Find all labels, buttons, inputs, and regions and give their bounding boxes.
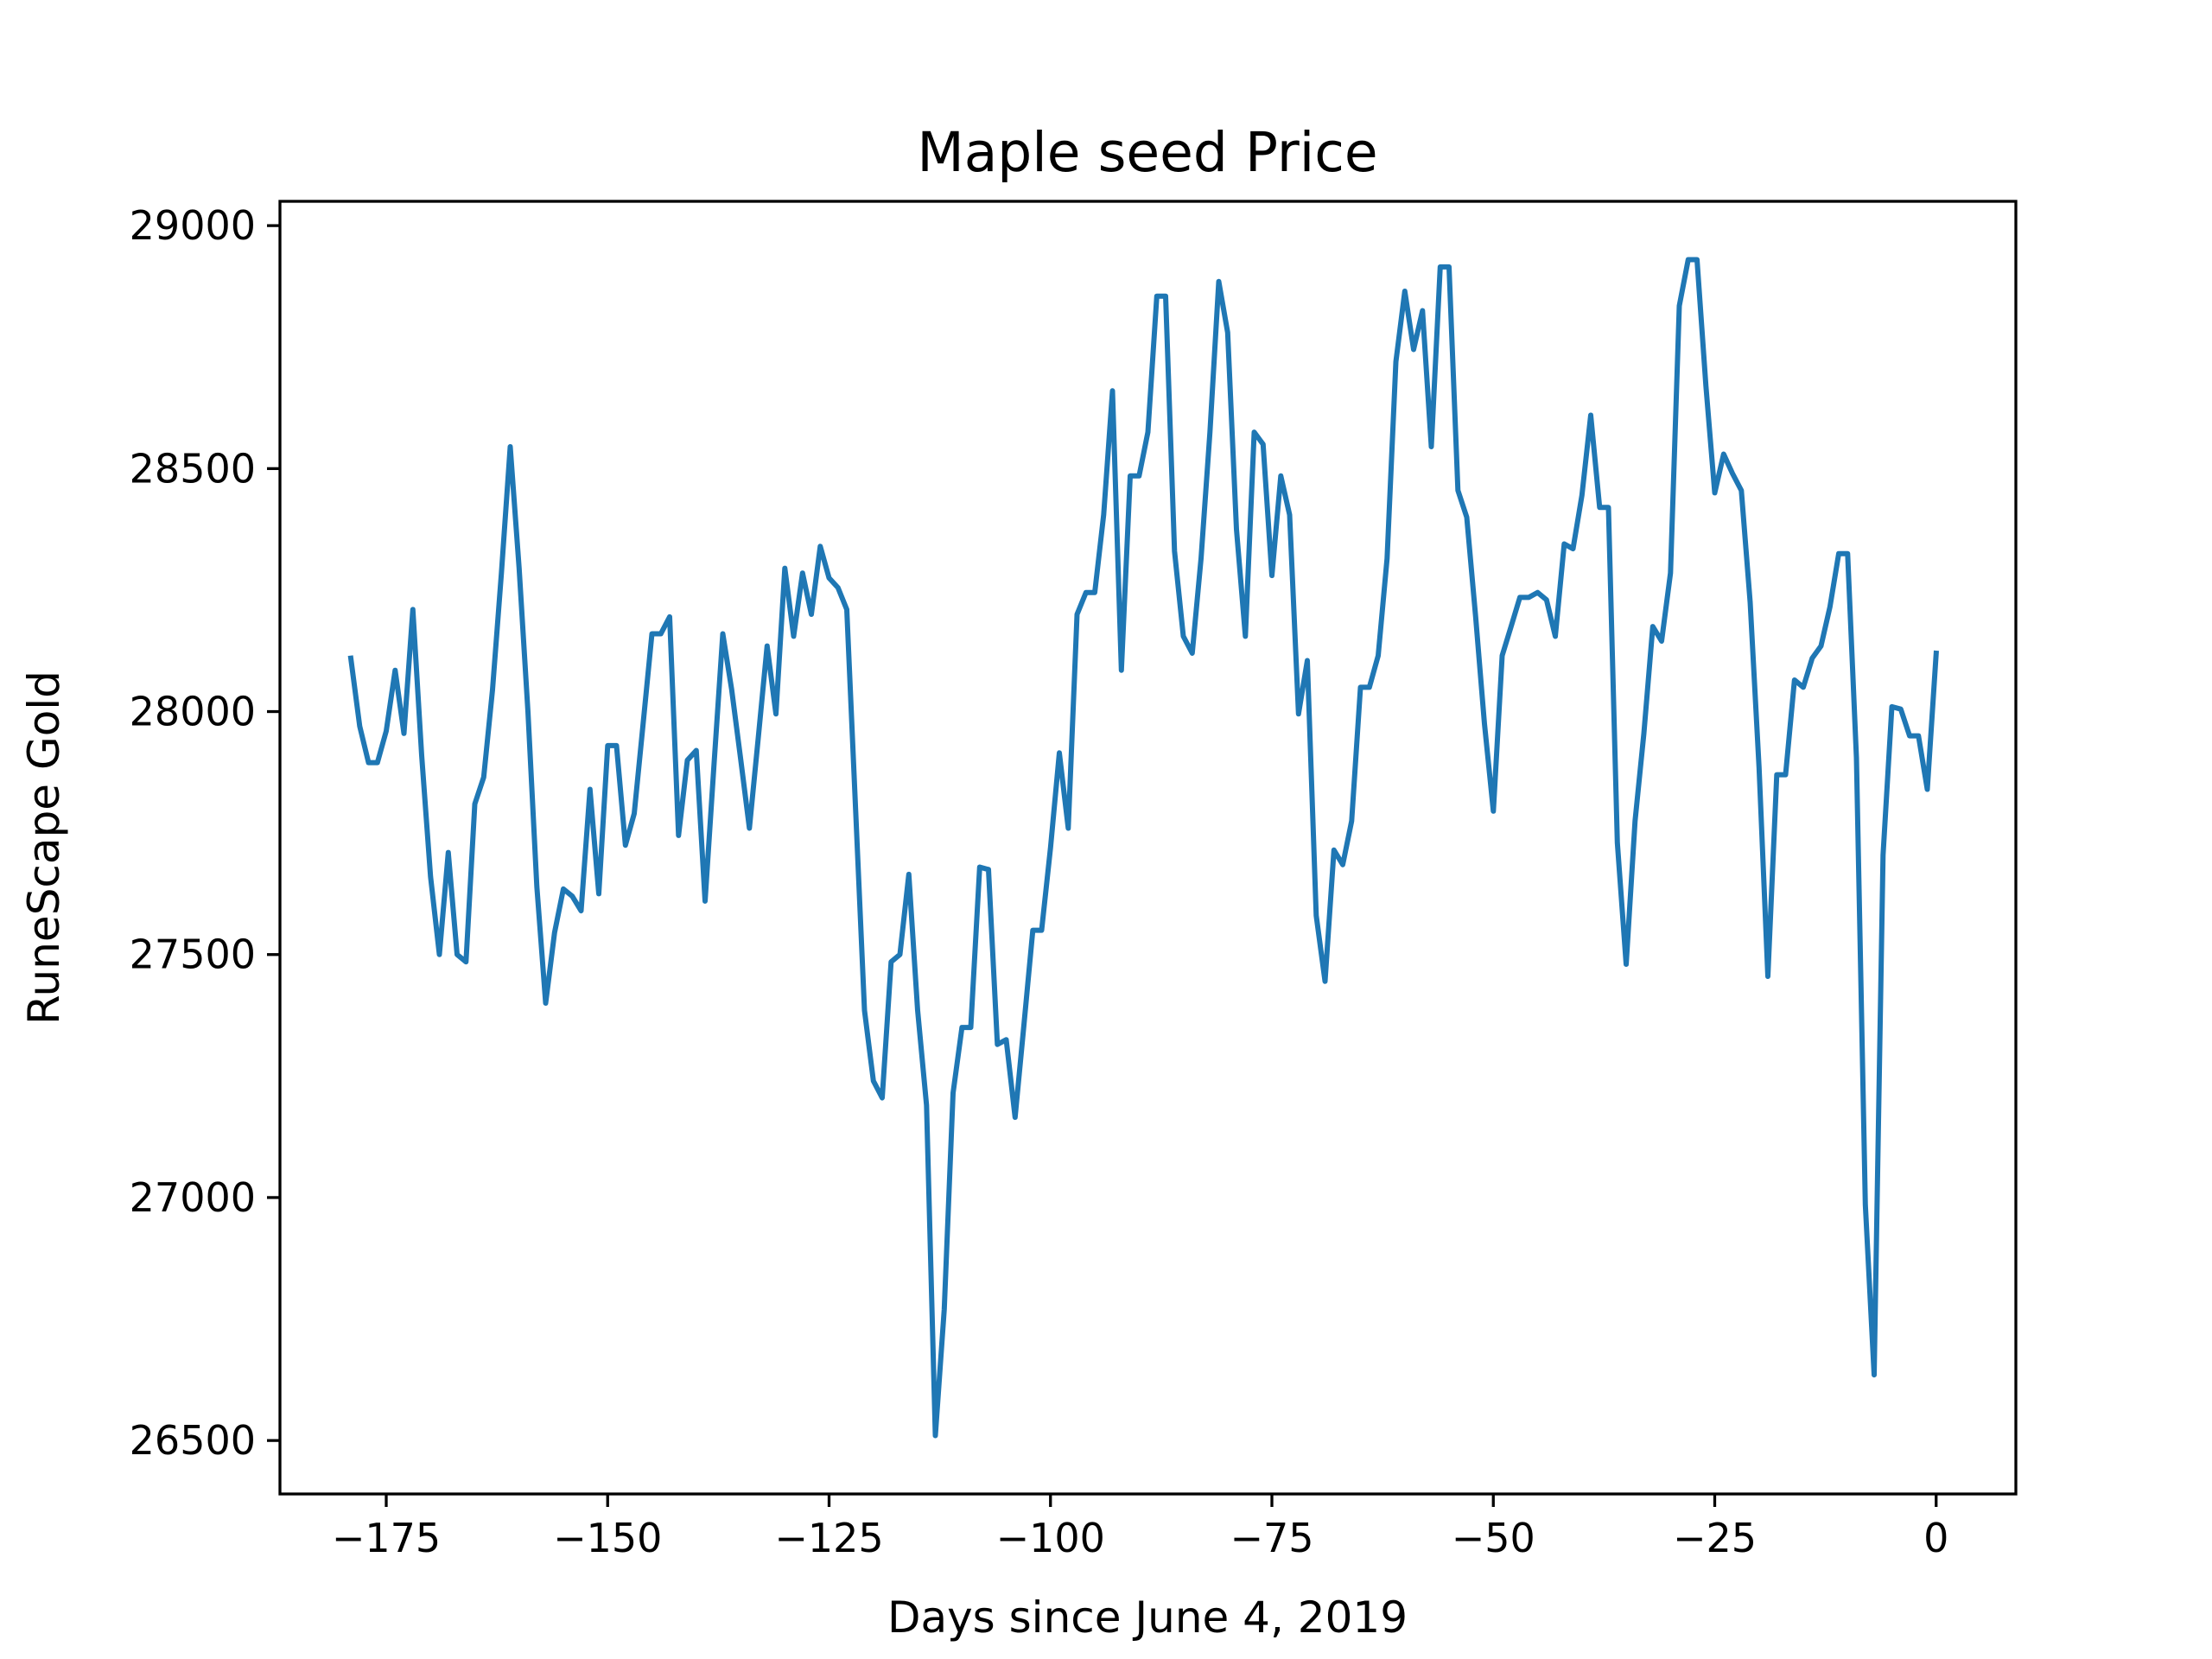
x-tick-label: −25 bbox=[1673, 1515, 1757, 1561]
y-axis: 26500 27000 27500 28000 28500 29000 bbox=[130, 202, 280, 1464]
x-tick-label: −100 bbox=[996, 1515, 1105, 1561]
x-axis: −175 −150 −125 −100 −75 −50 −25 0 bbox=[332, 1494, 1948, 1561]
x-tick-label: −75 bbox=[1230, 1515, 1313, 1561]
plot-area bbox=[278, 200, 2018, 1496]
x-tick-label: −150 bbox=[553, 1515, 662, 1561]
y-tick-label: 28000 bbox=[130, 689, 256, 735]
x-tick-label: −175 bbox=[332, 1515, 441, 1561]
series-line-0 bbox=[347, 257, 1939, 1439]
x-tick-label: −50 bbox=[1452, 1515, 1535, 1561]
chart-title: Maple seed Price bbox=[917, 121, 1377, 184]
x-axis-label: Days since June 4, 2019 bbox=[887, 1592, 1408, 1643]
x-tick-label: −125 bbox=[774, 1515, 883, 1561]
y-tick-label: 27000 bbox=[130, 1174, 256, 1221]
y-tick-label: 26500 bbox=[130, 1417, 256, 1464]
series-layer bbox=[347, 257, 1939, 1439]
y-axis-label: RuneScape Gold bbox=[19, 671, 69, 1025]
y-tick-label: 29000 bbox=[130, 202, 256, 249]
y-tick-label: 28500 bbox=[130, 445, 256, 492]
x-tick-label: 0 bbox=[1923, 1515, 1948, 1561]
y-tick-label: 27500 bbox=[130, 931, 256, 978]
